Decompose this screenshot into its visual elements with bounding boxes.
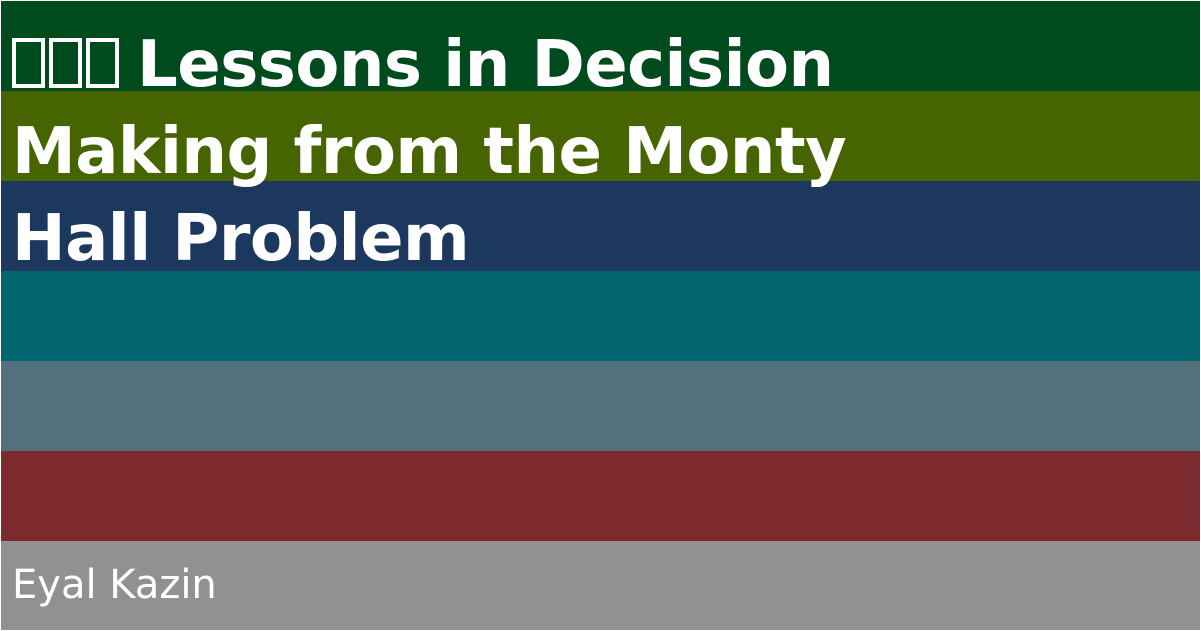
stripe-olive-green: [1, 91, 1200, 181]
emoji-glyphs: [12, 22, 123, 109]
stripe-dark-green: [1, 1, 1200, 91]
title-line-1: Lessons in Decision: [12, 22, 892, 109]
stripe-teal: [1, 271, 1200, 361]
missing-glyph-icon: [49, 38, 82, 88]
title-line-2: Making from the Monty: [12, 115, 847, 189]
stripe-maroon: [1, 451, 1200, 541]
article-title: Lessons in Decision Making from the Mont…: [12, 22, 892, 283]
stripe-navy: [1, 181, 1200, 271]
title-line-3: Hall Problem: [12, 202, 470, 276]
missing-glyph-icon: [12, 38, 45, 88]
title-text-line-1: Lessons in Decision: [137, 28, 834, 102]
stripe-gray: [1, 541, 1200, 630]
missing-glyph-icon: [86, 38, 119, 88]
stripe-slate: [1, 361, 1200, 451]
author-name: Eyal Kazin: [12, 562, 217, 608]
